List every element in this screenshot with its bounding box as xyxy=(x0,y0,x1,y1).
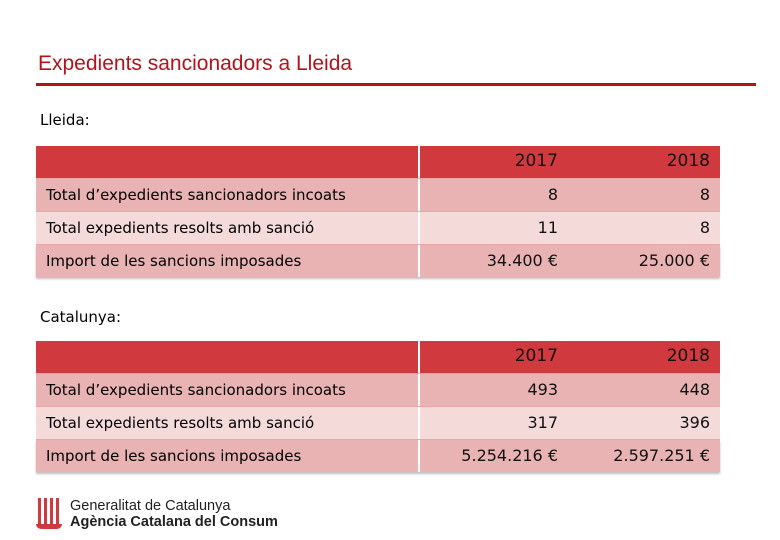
row-label: Total d’expedients sancionadors incoats xyxy=(46,381,346,399)
cell-value: 396 xyxy=(679,413,710,432)
table-row: Total d’expedients sancionadors incoats … xyxy=(36,374,720,407)
org-name-line2: Agència Catalana del Consum xyxy=(70,514,278,530)
section-label-lleida: Lleida: xyxy=(40,111,90,129)
catalunya-table: 2017 2018 Total d’expedients sancionador… xyxy=(36,341,720,472)
year-header: 2017 xyxy=(514,151,558,171)
table-header-row: 2017 2018 xyxy=(36,146,720,179)
cell-value: 34.400 € xyxy=(486,251,558,270)
cell-value: 8 xyxy=(547,185,558,204)
cell-value: 11 xyxy=(537,218,558,237)
table-row: Import de les sancions imposades 5.254.2… xyxy=(36,440,720,472)
table-row: Total expedients resolts amb sanció 317 … xyxy=(36,407,720,440)
cell-value: 25.000 € xyxy=(638,251,710,270)
senyera-emblem-icon xyxy=(36,497,62,531)
year-header: 2018 xyxy=(666,346,710,366)
table-row: Total d’expedients sancionadors incoats … xyxy=(36,179,720,212)
cell-value: 317 xyxy=(527,413,558,432)
page-title: Expedients sancionadors a Lleida xyxy=(38,52,353,75)
cell-value: 448 xyxy=(679,380,710,399)
section-label-catalunya: Catalunya: xyxy=(40,308,122,326)
cell-value: 8 xyxy=(699,185,710,204)
cell-value: 2.597.251 € xyxy=(613,446,710,465)
row-label: Total expedients resolts amb sanció xyxy=(46,414,315,432)
cell-value: 8 xyxy=(699,218,710,237)
title-divider xyxy=(36,83,756,86)
org-name-line1: Generalitat de Catalunya xyxy=(70,498,231,514)
table-header-row: 2017 2018 xyxy=(36,341,720,374)
lleida-table: 2017 2018 Total d’expedients sancionador… xyxy=(36,146,720,277)
table-row: Total expedients resolts amb sanció 11 8 xyxy=(36,212,720,245)
cell-value: 5.254.216 € xyxy=(461,446,558,465)
table-row: Import de les sancions imposades 34.400 … xyxy=(36,245,720,277)
year-header: 2018 xyxy=(666,151,710,171)
year-header: 2017 xyxy=(514,346,558,366)
row-label: Total expedients resolts amb sanció xyxy=(46,219,315,237)
row-label: Total d’expedients sancionadors incoats xyxy=(46,186,346,204)
row-label: Import de les sancions imposades xyxy=(46,252,302,270)
row-label: Import de les sancions imposades xyxy=(46,447,302,465)
cell-value: 493 xyxy=(527,380,558,399)
